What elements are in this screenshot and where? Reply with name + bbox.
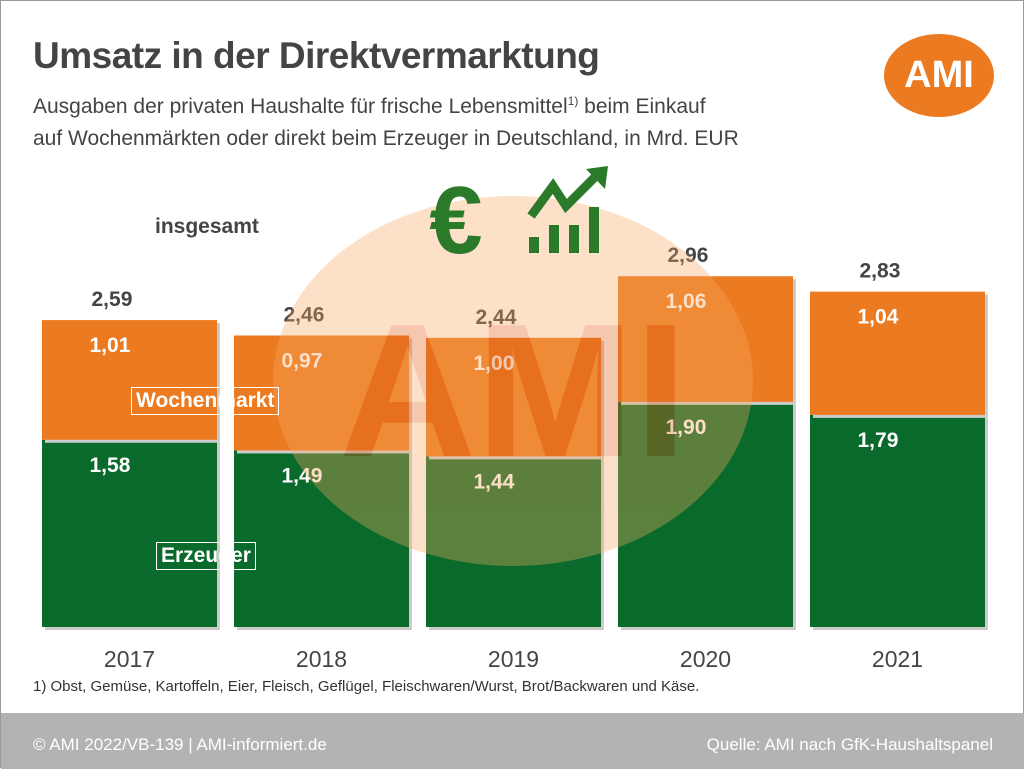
total-value-label: 2,59 [92, 288, 133, 311]
year-label: 2018 [296, 646, 347, 672]
bar-wochenmarkt-2019 [426, 337, 601, 457]
value-label: 1,01 [90, 334, 131, 357]
year-label: 2017 [104, 646, 155, 672]
copyright: © AMI 2022/VB-139 | AMI-informiert.de [33, 735, 327, 754]
total-label: insgesamt [155, 215, 259, 238]
footnote: 1) Obst, Gemüse, Kartoffeln, Eier, Fleis… [33, 678, 700, 695]
value-label: 1,49 [282, 464, 323, 487]
subtitle-text-end: beim Einkauf [578, 95, 706, 118]
rising-chart-icon [527, 166, 608, 253]
euro-icon: € [429, 167, 482, 274]
value-label: 1,90 [666, 416, 707, 439]
series-label-erzeuger: Erzeuger [156, 542, 256, 570]
subtitle-text: Ausgaben der privaten Haushalte für fris… [33, 95, 568, 118]
total-value-label: 2,96 [668, 244, 709, 267]
bar-erzeuger-2020 [618, 401, 793, 627]
bar-erzeuger-2021 [810, 414, 985, 627]
value-label: 1,44 [474, 470, 515, 493]
series-label-wochenmarkt: Wochenmarkt [131, 387, 280, 415]
value-label: 1,58 [90, 454, 131, 477]
year-label: 2021 [872, 646, 923, 672]
chart-title: Umsatz in der Direktvermarktung [33, 35, 600, 76]
footer-bar: © AMI 2022/VB-139 | AMI-informiert.de Qu… [1, 713, 1024, 769]
total-value-label: 2,44 [476, 306, 517, 329]
bar-erzeuger-2019 [426, 456, 601, 627]
bar-wochenmarkt-2018 [234, 335, 409, 451]
total-value-label: 2,46 [284, 303, 325, 326]
chart: 1,58 1,01 2,59 2017 1,49 0,97 2,46 2018 1,44 1,00… [42, 166, 988, 672]
bar-erzeuger-2017 [42, 439, 217, 627]
bar-wochenmarkt-2017 [42, 320, 217, 440]
subtitle-line-2: auf Wochenmärkten oder direkt beim Erzeu… [33, 127, 739, 150]
ami-logo: AMI [884, 34, 994, 117]
total-value-label: 2,83 [860, 260, 901, 283]
bar-erzeuger-2018 [234, 450, 409, 627]
footnote-marker: 1) [567, 94, 579, 108]
year-label: 2019 [488, 646, 539, 672]
value-label: 1,79 [858, 429, 899, 452]
subtitle-line-1: Ausgaben der privaten Haushalte für fris… [33, 94, 706, 119]
year-label: 2020 [680, 646, 731, 672]
value-label: 0,97 [282, 349, 323, 372]
value-label: 1,06 [666, 290, 707, 313]
bar-wochenmarkt-2021 [810, 291, 985, 415]
bar-wochenmarkt-2020 [618, 276, 793, 402]
value-label: 1,00 [474, 352, 515, 375]
svg-text:€: € [429, 167, 482, 274]
source: Quelle: AMI nach GfK-Haushaltspanel [706, 735, 993, 754]
value-label: 1,04 [858, 306, 899, 329]
